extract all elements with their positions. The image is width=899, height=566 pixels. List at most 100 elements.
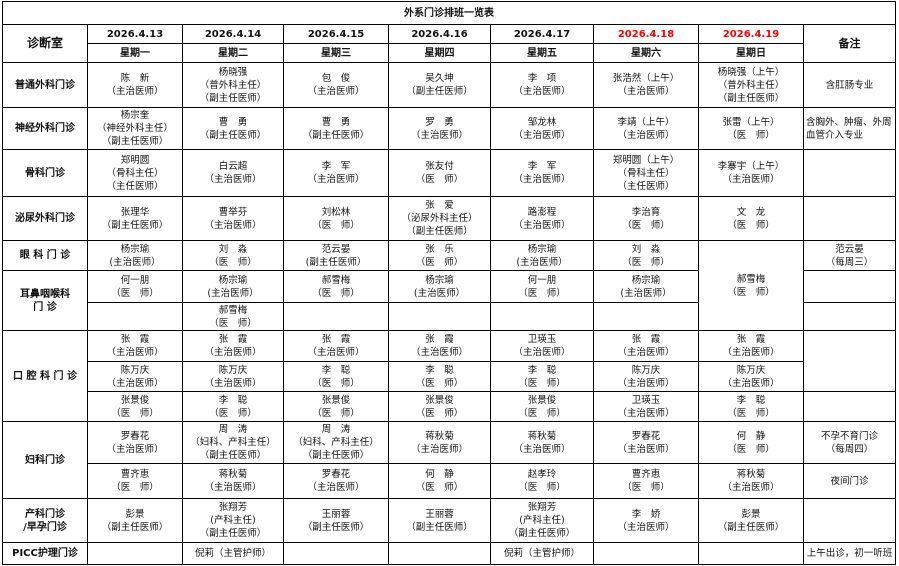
schedule-cell: 张翔芳 (产科主任) （副主任医师） bbox=[490, 498, 594, 543]
schedule-cell: 蒋秋菊 （主治医师） bbox=[698, 463, 804, 499]
table-row: 骨科门诊 郑明圆 （骨科主任） （主任医师） 白云超 （主治医师）李 军 （主治医师… bbox=[2, 149, 897, 197]
table-row: 妇科门诊 罗春花 （主治医师）周 涛 （妇科、产科主任） （副主任医师）周 涛 （… bbox=[2, 421, 897, 499]
schedule-cell: 李 项 （主治医师） bbox=[490, 62, 594, 108]
schedule-cell: 曹 勇 （副主任医师） bbox=[182, 107, 284, 150]
schedule-cell: 范云晏 (副主任医师） bbox=[283, 240, 389, 271]
remark-cell bbox=[802, 498, 897, 543]
schedule-cell bbox=[698, 542, 804, 565]
schedule-cell: 郝雪梅 （医 师） bbox=[182, 302, 284, 331]
schedule-cell: 蒋秋菊 （主治医师） bbox=[388, 421, 491, 464]
table-row: PICC护理门诊 倪莉（主管护师） 倪莉（主管护师） 上午出诊，初一听班 bbox=[2, 542, 897, 565]
schedule-cell: 张 霞 （主治医师） bbox=[388, 330, 491, 362]
schedule-cell: 张 霞 （主治医师） bbox=[87, 330, 183, 362]
schedule-cell bbox=[490, 302, 594, 331]
schedule-cell: 罗春花 （主治医师） bbox=[283, 463, 389, 499]
department-name: 骨科门诊 bbox=[2, 149, 88, 197]
weekday-header: 星期日 bbox=[698, 43, 804, 63]
remark-cell: 上午出诊，初一听班 bbox=[802, 542, 897, 565]
schedule-cell: 李 聪 （医 师） bbox=[388, 361, 491, 392]
weekday-header: 星期一 bbox=[87, 43, 183, 63]
table-row: 张景俊 （医 师）李 聪 （医 师） 张景俊 （医 师） 张景俊 （医 师） 张景俊 … bbox=[3, 391, 897, 422]
schedule-cell: 彭景 （副主任医师） bbox=[87, 498, 183, 543]
schedule-cell: 张景俊 （医 师） bbox=[87, 391, 183, 422]
schedule-cell: 曹齐恵 （医 师） bbox=[87, 463, 183, 499]
table-row: 泌尿外科门诊 张理华 （副主任医师） 曹举芬 （主治医师） 刘松林 （医 师）张 爱 … bbox=[2, 196, 897, 241]
schedule-cell: 陈万庆 （主治医师） bbox=[182, 361, 284, 392]
schedule-cell: 杨晓强 （普外科主任） （副主任医师） bbox=[182, 62, 284, 108]
schedule-cell: 周 涛 （妇科、产科主任） （副主任医师） bbox=[283, 421, 389, 464]
schedule-cell: 刘 淼 （医 师） bbox=[593, 240, 699, 271]
remark-cell: 含胸外、肿瘤、外周血管介入专业 bbox=[802, 107, 897, 150]
schedule-cell: 陈万庆 （主治医师） bbox=[87, 361, 183, 392]
schedule-cell: 杨宗瑜 (主治医师） bbox=[87, 240, 183, 271]
schedule-cell: 罗 勇 （主治医师） bbox=[388, 107, 491, 150]
schedule-cell: 张 霞 （主治医师） bbox=[593, 330, 699, 362]
table-row: 产科门诊 /早孕门诊 彭景 （副主任医师） 张翔芳 (产科主任) （副主任医师） 王丽… bbox=[2, 498, 897, 543]
schedule-cell: 郝雪梅 （医 师） bbox=[283, 270, 389, 303]
department-name: 神经外科门诊 bbox=[2, 107, 88, 150]
department-name: 普通外科门诊 bbox=[2, 62, 88, 108]
schedule-cell: 曹齐恵 （医 师） bbox=[593, 463, 699, 499]
schedule-cell: 李 军 （主治医师） bbox=[283, 149, 389, 197]
weekday-header: 星期二 bbox=[182, 43, 284, 63]
schedule-cell bbox=[388, 302, 491, 331]
weekday-header: 星期六 bbox=[593, 43, 699, 63]
schedule-cell: 张雷（上午） （医 师） bbox=[698, 107, 804, 150]
schedule-cell: 卫瑛玉 （主治医师） bbox=[593, 391, 699, 422]
weekday-header: 星期四 bbox=[388, 43, 491, 63]
department-name: 耳鼻咽喉科 门 诊 bbox=[2, 270, 88, 331]
schedule-cell: 刘松林 （医 师） bbox=[283, 196, 389, 241]
schedule-cell: 郝雪梅 （医 师） bbox=[698, 240, 804, 331]
schedule-cell: 李 军 （主治医师） bbox=[490, 149, 594, 197]
schedule-cell: 李寨宇（上午） （主治医师） bbox=[698, 149, 804, 197]
schedule-cell: 张翔芳 (产科主任) （副主任医师） bbox=[182, 498, 284, 543]
department-name: PICC护理门诊 bbox=[2, 542, 88, 565]
schedule-cell: 曹 勇 （副主任医师） bbox=[283, 107, 389, 150]
schedule-cell: 杨宗瑜 (主治医师） bbox=[490, 240, 594, 271]
weekday-header: 星期五 bbox=[490, 43, 594, 63]
schedule-cell: 郑明圆 （骨科主任） （主任医师） bbox=[87, 149, 183, 197]
schedule-cell bbox=[593, 302, 699, 331]
table-row: 眼 科 门 诊杨宗瑜 (主治医师）刘 淼 （医 师） 范云晏 (副主任医师）张 乐… bbox=[2, 240, 897, 331]
schedule-cell: 陈 新 （主治医师） bbox=[87, 62, 183, 108]
date-header: 2026.4.17 bbox=[490, 24, 594, 44]
schedule-cell: 李治育 （医 师） bbox=[593, 196, 699, 241]
schedule-cell: 张 霞 （主治医师） bbox=[698, 330, 804, 362]
schedule-cell: 何一朋 （医 师） bbox=[87, 270, 183, 303]
schedule-cell: 杨宗瑜 (主治医师） bbox=[388, 270, 491, 303]
schedule-cell: 张浩然（上午） （主治医师） bbox=[593, 62, 699, 108]
table-row: 耳鼻咽喉科 门 诊何一朋 （医 师） 杨宗瑜 (主治医师） 郝雪梅 （医 师） 杨宗瑜… bbox=[2, 270, 897, 331]
remark-cell: 含肛肠专业 bbox=[802, 62, 897, 108]
remark-cell bbox=[802, 391, 897, 422]
room-header: 诊断室 bbox=[2, 24, 88, 63]
table-row: 神经外科门诊 杨宗奎 （神经外科主任） （副主任医师）曹 勇 （副主任医师）曹 勇… bbox=[2, 107, 897, 150]
remark-cell bbox=[802, 330, 897, 392]
remark-cell bbox=[802, 149, 897, 197]
schedule-cell: 王丽蓉 （副主任医师） bbox=[388, 498, 491, 543]
schedule-cell: 文 龙 （医 师） bbox=[698, 196, 804, 241]
schedule-cell: 王丽蓉 （副主任医师） bbox=[283, 498, 389, 543]
schedule-cell: 卫瑛玉 （主治医师） bbox=[490, 330, 594, 362]
remark-cell bbox=[802, 302, 897, 331]
department-name: 口 腔 科 门 诊 bbox=[2, 330, 88, 422]
schedule-cell: 蒋秋菊 （主治医师） bbox=[490, 421, 594, 464]
schedule-cell: 张 霞 （主治医师） bbox=[283, 330, 389, 362]
table-row: 口 腔 科 门 诊张 霞 （主治医师）张 霞 （主治医师）张 霞 （主治医师）张… bbox=[2, 330, 897, 422]
schedule-cell: 李 聪 （医 师） bbox=[283, 361, 389, 392]
schedule-cell bbox=[593, 542, 699, 565]
schedule-cell: 吴久坤 （副主任医师） bbox=[388, 62, 491, 108]
schedule-cell: 包 俊 （主治医师） bbox=[283, 62, 389, 108]
schedule-cell: 罗春花 （主治医师） bbox=[593, 421, 699, 464]
schedule-cell: 张 霞 （主治医师） bbox=[182, 330, 284, 362]
schedule-cell bbox=[87, 542, 183, 565]
schedule-cell: 何一朋 （医 师） bbox=[490, 270, 594, 303]
schedule-cell: 倪莉（主管护师） bbox=[490, 542, 594, 565]
schedule-cell: 杨宗瑜 (主治医师） bbox=[593, 270, 699, 303]
schedule-cell: 杨宗奎 （神经外科主任） （副主任医师） bbox=[87, 107, 183, 150]
date-header: 2026.4.13 bbox=[87, 24, 183, 44]
schedule-cell: 杨晓强（上午） （普外科主任） （副主任医师） bbox=[698, 62, 804, 108]
schedule-cell: 周 涛 （妇科、产科主任） （副主任医师） bbox=[182, 421, 284, 464]
department-name: 妇科门诊 bbox=[2, 421, 88, 499]
schedule-cell: 赵孝玲 （医 师） bbox=[490, 463, 594, 499]
